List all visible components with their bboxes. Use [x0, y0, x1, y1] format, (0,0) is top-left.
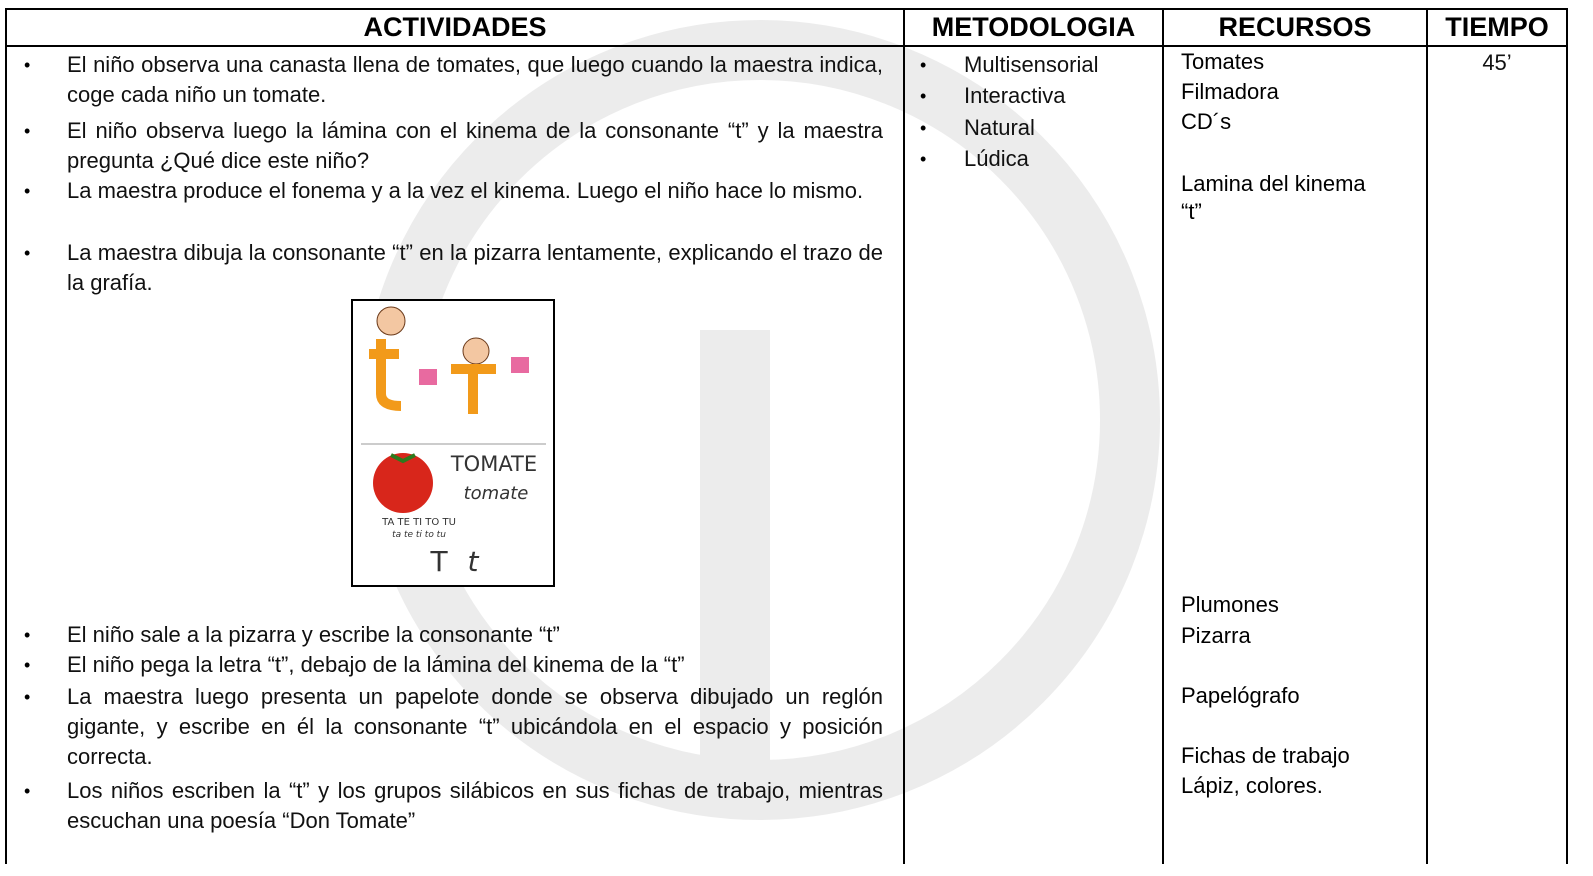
bullet: • — [24, 687, 31, 707]
activity: La maestra luego presenta un papelote do… — [67, 684, 883, 769]
resource: Lamina del kinema — [1181, 171, 1366, 196]
bullet: • — [24, 781, 31, 801]
bullet: • — [920, 55, 927, 75]
bullet: • — [24, 655, 31, 675]
border — [1566, 8, 1568, 864]
methodology-item: Multisensorial — [964, 52, 1099, 77]
border — [1426, 8, 1428, 864]
bullet: • — [920, 149, 927, 169]
activity: Los niños escriben la “t” y los grupos s… — [67, 778, 883, 833]
methodology-item: Interactiva — [964, 83, 1066, 108]
activity: El niño observa luego la lámina con el k… — [67, 118, 883, 173]
bullet: • — [24, 55, 31, 75]
header: RECURSOS — [1218, 12, 1372, 42]
activity: El niño sale a la pizarra y escribe la c… — [67, 622, 560, 647]
image-text: ta te ti to tu — [392, 530, 446, 540]
border — [1162, 8, 1164, 864]
methodology-item: Natural — [964, 115, 1035, 140]
border — [5, 8, 7, 864]
activity: El niño observa una canasta llena de tom… — [67, 52, 883, 107]
kinema-image: TOMATE tomate TA TE TI TO TU ta te ti to… — [351, 299, 555, 587]
resource: CD´s — [1181, 109, 1232, 134]
resource: Tomates — [1181, 49, 1265, 74]
resource: Fichas de trabajo — [1181, 743, 1350, 768]
header: TIEMPO — [1445, 12, 1549, 42]
methodology-item: Lúdica — [964, 146, 1029, 171]
bullet: • — [24, 121, 31, 141]
bullet: • — [24, 181, 31, 201]
border — [5, 8, 1568, 10]
border — [5, 45, 1568, 47]
image-text: TOMATE — [450, 452, 537, 476]
activity: El niño pega la letra “t”, debajo de la … — [67, 652, 685, 677]
resource: Plumones — [1181, 592, 1279, 617]
activity: La maestra dibuja la consonante “t” en l… — [67, 240, 883, 295]
bullet: • — [920, 118, 927, 138]
resource: Pizarra — [1181, 623, 1251, 648]
header: METODOLOGIA — [931, 12, 1136, 42]
bullet: • — [920, 86, 927, 106]
resource: “t” — [1181, 199, 1202, 224]
time: 45’ — [1482, 50, 1512, 75]
activity: La maestra produce el fonema y a la vez … — [67, 178, 864, 203]
resource: Papelógrafo — [1181, 683, 1300, 708]
image-text: t — [468, 545, 480, 578]
header: ACTIVIDADES — [363, 12, 547, 42]
resource: Lápiz, colores. — [1181, 773, 1323, 798]
image-text: T — [429, 545, 448, 578]
resource: Filmadora — [1181, 79, 1279, 104]
image-text: TA TE TI TO TU — [381, 517, 456, 528]
border — [903, 8, 905, 864]
bullet: • — [24, 625, 31, 645]
image-text: tomate — [464, 483, 529, 504]
bullet: • — [24, 243, 31, 263]
